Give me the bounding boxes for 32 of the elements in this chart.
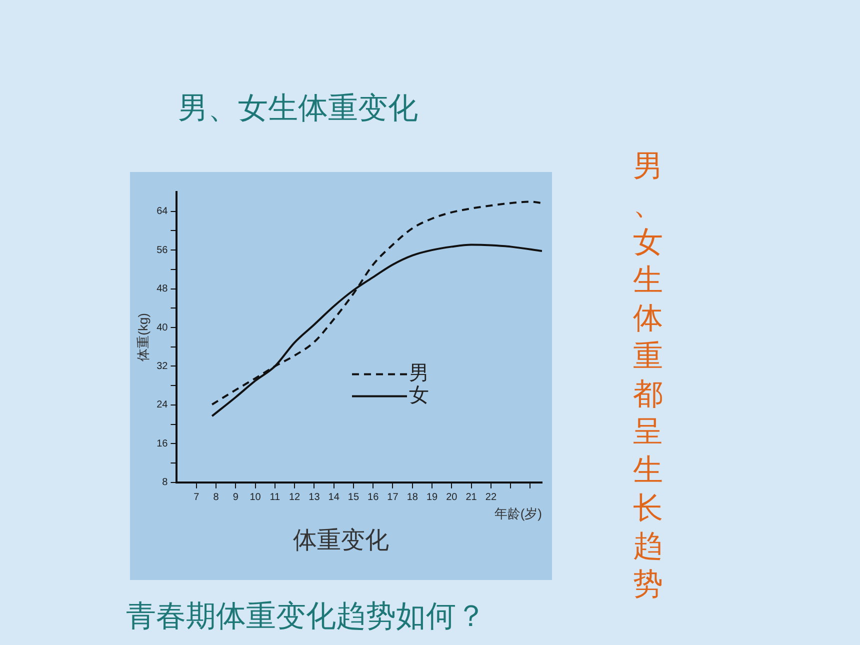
y-tick-label: 40: [156, 322, 168, 334]
x-tick-label: 9: [232, 492, 239, 504]
legend-label: 男: [409, 360, 429, 384]
x-tick-label: 13: [308, 492, 320, 504]
x-tick-label: 11: [270, 492, 281, 504]
x-tick-label: 18: [406, 492, 418, 504]
text: 男、女生体重都呈生长趋势: [633, 149, 663, 602]
x-tick-label: 16: [368, 492, 380, 504]
x-tick-label: 22: [485, 492, 497, 504]
x-tick-label: 15: [348, 492, 360, 504]
y-tick-label: 32: [156, 360, 168, 372]
legend-label: 女: [409, 382, 429, 406]
x-tick-label: 12: [288, 492, 301, 504]
y-tick-label: 24: [156, 400, 168, 411]
y-tick-label: 56: [156, 244, 168, 256]
x-tick-label: 17: [387, 492, 399, 504]
chart-title: 男、女生体重变化: [178, 90, 418, 128]
x-tick-label: 7: [194, 492, 200, 504]
y-tick-label: 16: [156, 438, 168, 450]
y-tick-label: 64: [156, 206, 168, 218]
x-tick-label: 14: [328, 492, 340, 504]
x-tick-label: 20: [446, 492, 458, 504]
y-tick-label: 48: [156, 284, 168, 295]
x-tick-label: 8: [213, 492, 220, 504]
x-tick-label: 19: [426, 492, 438, 504]
text: 体重变化: [292, 525, 390, 556]
text: 青春期体重变化趋势如何？: [126, 598, 486, 636]
x-tick-label: 21: [466, 492, 478, 504]
y-tick-label: 8: [162, 477, 168, 488]
x-axis-title: 年龄(岁): [494, 506, 542, 521]
x-tick-label: 10: [250, 492, 262, 504]
y-axis-title: 体重(kg): [135, 313, 150, 362]
